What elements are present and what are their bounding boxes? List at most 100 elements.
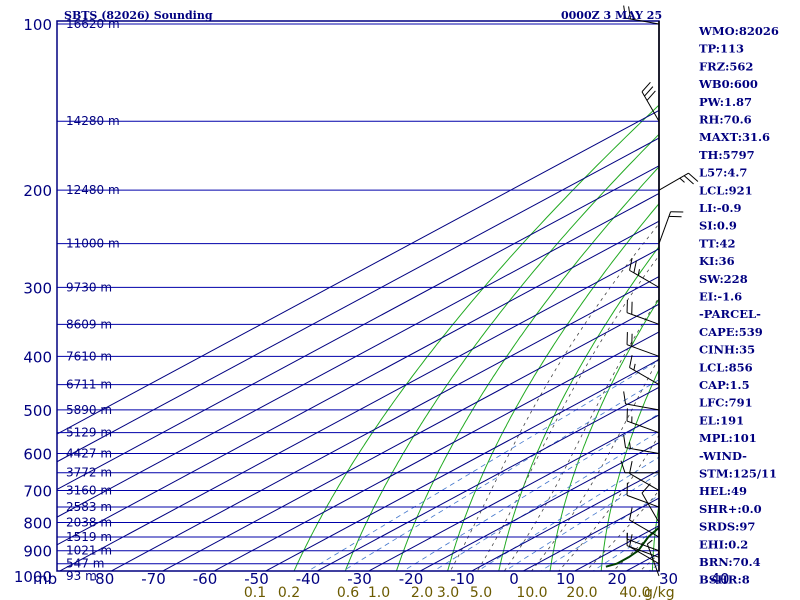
index-value: L57:4.7 <box>699 166 747 180</box>
index-value: PW:1.87 <box>699 95 752 109</box>
mixing-ratio-label: 40.0 <box>619 585 650 600</box>
temperature-tick-label: -60 <box>193 570 218 588</box>
isotherm <box>264 359 659 571</box>
index-value: CAPE:539 <box>699 325 763 339</box>
moist-adiabat <box>558 434 659 571</box>
mixing-ratio-label: 0.2 <box>278 585 300 600</box>
dry-adiabat <box>293 104 659 571</box>
index-value: STM:125/11 <box>699 467 777 481</box>
pressure-tick-label: 400 <box>23 348 52 366</box>
index-value: -PARCEL- <box>699 307 761 321</box>
index-value: EHI:0.2 <box>699 537 748 551</box>
temperature-tick-label: -80 <box>90 570 115 588</box>
dry-adiabat <box>600 368 659 571</box>
pressure-tick-label: 800 <box>23 515 52 533</box>
wind-barb <box>623 5 660 25</box>
temperature-tick-label: -40 <box>296 570 321 588</box>
dry-adiabat <box>344 133 659 571</box>
mixing-ratio-label: 0.6 <box>337 585 359 600</box>
isotherm <box>58 248 659 571</box>
station-title: SBTS (82026) Sounding <box>64 9 213 22</box>
mixing-ratio-line <box>504 472 659 571</box>
isotherm <box>367 414 659 571</box>
index-value: LI:-0.9 <box>699 201 742 215</box>
index-value: LCL:856 <box>699 360 753 374</box>
index-value: -WIND- <box>699 449 747 463</box>
dry-adiabat <box>549 298 659 571</box>
temperature-tick-label: 40 <box>710 570 729 588</box>
height-label: 12480 m <box>66 183 120 197</box>
height-label: 7610 m <box>66 349 112 363</box>
height-label: 11000 m <box>66 237 120 251</box>
temperature-tick-label: 20 <box>607 570 626 588</box>
index-value: BRN:70.4 <box>699 555 761 569</box>
index-value: MAXT:31.6 <box>699 130 770 144</box>
isotherm <box>57 192 659 518</box>
moist-adiabat <box>612 526 659 571</box>
mixing-ratio-label: 0.1 <box>244 585 266 600</box>
height-label: 3160 m <box>66 483 112 497</box>
wind-barb <box>629 461 660 491</box>
index-value: KI:36 <box>699 254 735 268</box>
isotherm <box>110 275 659 571</box>
index-value: TT:42 <box>699 236 736 250</box>
pressure-tick-label: 300 <box>23 279 52 297</box>
mixing-ratio-label: 20.0 <box>566 585 597 600</box>
wind-barb <box>629 355 660 386</box>
wind-barb <box>658 211 684 244</box>
height-label: 5890 m <box>66 403 112 417</box>
isotherm <box>57 109 659 435</box>
isotherm <box>161 303 659 571</box>
wind-barb <box>620 460 659 474</box>
observation-time: 0000Z 3 MAY 25 <box>561 9 662 22</box>
wind-barb <box>623 391 660 411</box>
temperature-tick-label: -20 <box>399 570 424 588</box>
index-value: SW:228 <box>699 272 748 286</box>
height-label: 2038 m <box>66 516 112 530</box>
index-value: FRZ:562 <box>699 59 753 73</box>
mixing-ratio-label: 5.0 <box>470 585 492 600</box>
isotherm <box>57 220 659 546</box>
temperature-tick-label: -70 <box>141 570 166 588</box>
pressure-tick-label: 100 <box>23 16 52 34</box>
mixing-ratio-line <box>433 430 659 571</box>
height-label: 4427 m <box>66 447 112 461</box>
mixing-ratio-label: 2.0 <box>411 585 433 600</box>
isotherm <box>57 165 659 491</box>
moist-adiabat <box>503 296 659 571</box>
mixing-ratio-line <box>540 494 659 571</box>
temperature-tick-label: 10 <box>556 570 575 588</box>
wind-barb <box>641 81 660 122</box>
mixing-ratio-line <box>402 413 659 571</box>
index-value: LFC:791 <box>699 396 753 410</box>
index-value: MPL:101 <box>699 431 757 445</box>
index-value: BSHR:8 <box>699 573 750 587</box>
height-label: 6711 m <box>66 378 112 392</box>
height-label: 547 m <box>66 557 104 571</box>
height-label: 9730 m <box>66 280 112 294</box>
isotherm <box>470 469 659 571</box>
wind-barb <box>626 482 660 508</box>
temperature-tick-label: 30 <box>659 570 678 588</box>
wind-barb <box>623 435 660 455</box>
wind-barb <box>658 172 699 191</box>
index-value: EL:191 <box>699 413 744 427</box>
pressure-tick-label: 700 <box>23 482 52 500</box>
height-label: 8609 m <box>66 317 112 331</box>
height-label: 1021 m <box>66 544 112 558</box>
index-value: SHR+:0.0 <box>699 502 762 516</box>
temperature-tick-label: -50 <box>244 570 269 588</box>
wind-barb <box>626 408 660 434</box>
pressure-axis-label: mb <box>33 570 57 588</box>
mixing-ratio-line <box>592 527 659 571</box>
height-label: 2583 m <box>66 500 112 514</box>
index-value: RH:70.6 <box>699 113 752 127</box>
pressure-tick-label: 600 <box>23 446 52 464</box>
height-label: 3772 m <box>66 466 112 480</box>
wind-barb <box>629 507 660 538</box>
index-value: SI:0.9 <box>699 219 737 233</box>
index-value: CAP:1.5 <box>699 378 750 392</box>
height-label: 5129 m <box>66 426 112 440</box>
temperature-tick-label: 0 <box>509 570 519 588</box>
temperature-tick-label: -10 <box>450 570 475 588</box>
